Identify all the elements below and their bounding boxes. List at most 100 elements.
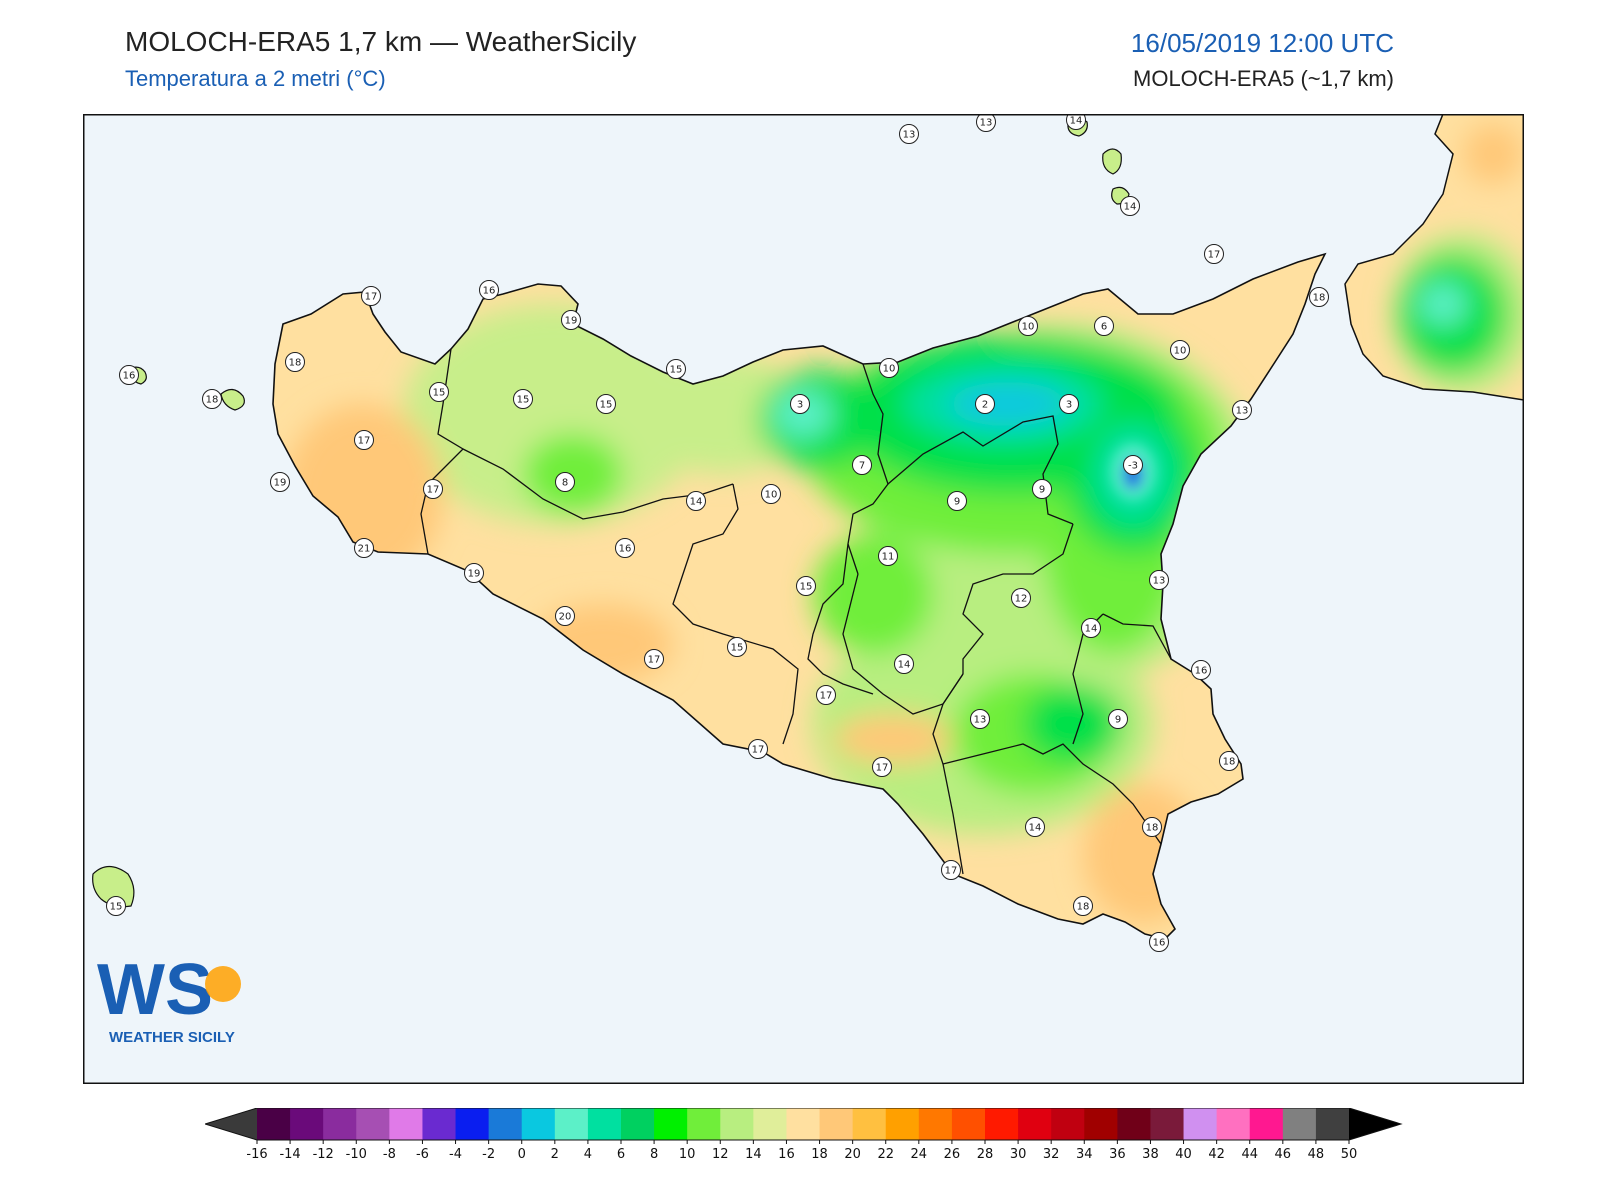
logo-letters: WS bbox=[97, 950, 213, 1030]
map-title: MOLOCH-ERA5 1,7 km — WeatherSicily bbox=[125, 26, 637, 57]
station-label: 15 bbox=[517, 395, 530, 406]
station-value: 16 bbox=[1149, 932, 1169, 952]
colorbar-tick-label: 0 bbox=[518, 1147, 526, 1162]
colorbar-cell bbox=[654, 1108, 688, 1140]
colorbar-cell bbox=[819, 1108, 854, 1140]
station-value: 15 bbox=[666, 359, 686, 379]
station-label: 18 bbox=[1313, 293, 1326, 304]
station-value: 13 bbox=[899, 124, 919, 144]
station-label: 17 bbox=[945, 866, 958, 877]
colorbar-cell bbox=[1282, 1108, 1317, 1140]
colorbar-tick-label: -2 bbox=[482, 1147, 495, 1162]
station-label: 19 bbox=[274, 478, 287, 489]
colorbar-tick-label: 26 bbox=[944, 1147, 961, 1162]
station-label: 17 bbox=[1208, 250, 1221, 261]
colorbar-tick-label: -12 bbox=[313, 1147, 334, 1162]
station-value: 10 bbox=[1018, 316, 1038, 336]
station-label: 21 bbox=[358, 544, 371, 555]
colorbar-tick-label: -10 bbox=[346, 1147, 367, 1162]
station-value: 16 bbox=[119, 365, 139, 385]
colorbar-cell bbox=[488, 1108, 523, 1140]
station-value: 17 bbox=[354, 430, 374, 450]
station-label: 19 bbox=[468, 569, 481, 580]
station-value: 13 bbox=[976, 114, 996, 132]
station-label: 13 bbox=[980, 118, 993, 129]
station-label: 13 bbox=[1153, 576, 1166, 587]
colorbar-tick-label: -16 bbox=[246, 1147, 267, 1162]
station-value: 15 bbox=[727, 637, 747, 657]
colorbar-cell bbox=[1117, 1108, 1152, 1140]
station-label: 13 bbox=[974, 715, 987, 726]
colorbar-cells bbox=[205, 1108, 1403, 1141]
station-label: 14 bbox=[1029, 823, 1042, 834]
station-label: 9 bbox=[954, 497, 960, 508]
weather-sicily-logo: WS WEATHER SICILY bbox=[97, 950, 241, 1046]
temperature-colorbar: -16 -14 -12 -10 -8 -6 -4 -2 0 2 4 6 8 10 12 14 16 18 20 22 2… bbox=[205, 1108, 1403, 1162]
station-label: 16 bbox=[123, 371, 136, 382]
colorbar-cell bbox=[852, 1108, 887, 1140]
colorbar-cell bbox=[587, 1108, 622, 1140]
station-value: 10 bbox=[1170, 340, 1190, 360]
colorbar-cell bbox=[323, 1108, 357, 1140]
colorbar-tick-label: 18 bbox=[811, 1147, 828, 1162]
colorbar-cell bbox=[1051, 1108, 1085, 1140]
station-value: 13 bbox=[970, 709, 990, 729]
colorbar-under-arrow bbox=[205, 1108, 257, 1140]
colorbar-cell bbox=[356, 1108, 390, 1140]
station-label: 14 bbox=[690, 497, 703, 508]
station-label: 15 bbox=[600, 400, 613, 411]
station-value: 17 bbox=[941, 860, 961, 880]
station-value: 17 bbox=[748, 739, 768, 759]
colorbar-cell bbox=[951, 1108, 986, 1140]
station-value: 11 bbox=[878, 546, 898, 566]
station-label: 8 bbox=[562, 478, 568, 489]
colorbar-tick-label: 6 bbox=[617, 1147, 625, 1162]
colorbar-tick-label: 22 bbox=[877, 1147, 894, 1162]
station-label: 15 bbox=[110, 902, 123, 913]
colorbar-tick-label: 30 bbox=[1010, 1147, 1027, 1162]
colorbar-tick-label: 14 bbox=[745, 1147, 762, 1162]
station-value: 13 bbox=[1149, 570, 1169, 590]
station-label: 18 bbox=[206, 395, 219, 406]
station-label: 18 bbox=[1223, 757, 1236, 768]
sun-icon bbox=[205, 966, 241, 1002]
colorbar-tick-label: 36 bbox=[1109, 1147, 1126, 1162]
colorbar-tick-label: -8 bbox=[383, 1147, 396, 1162]
station-label: 17 bbox=[648, 655, 661, 666]
station-label: 19 bbox=[565, 316, 578, 327]
station-label: 17 bbox=[427, 485, 440, 496]
station-value: 14 bbox=[686, 491, 706, 511]
station-value: 17 bbox=[1204, 244, 1224, 264]
colorbar-cell bbox=[521, 1108, 556, 1140]
station-value: 20 bbox=[555, 606, 575, 626]
station-label: 10 bbox=[765, 490, 778, 501]
station-label: 14 bbox=[1085, 624, 1098, 635]
station-label: 10 bbox=[883, 364, 896, 375]
colorbar-tick-label: 24 bbox=[911, 1147, 928, 1162]
station-label: 15 bbox=[800, 582, 813, 593]
station-label: 16 bbox=[483, 286, 496, 297]
station-value: 19 bbox=[561, 310, 581, 330]
colorbar-cell bbox=[753, 1108, 788, 1140]
colorbar-tick-label: 16 bbox=[778, 1147, 795, 1162]
temperature-map: 13 13 14 14 17 18 17 16 19 16 18 18 15 15 15 15 10 10 6 10 3… bbox=[83, 114, 1524, 1084]
station-label: 3 bbox=[797, 400, 803, 411]
valid-datetime: 16/05/2019 12:00 UTC bbox=[1130, 28, 1394, 58]
map-frame bbox=[83, 114, 1524, 1084]
station-value: 6 bbox=[1094, 316, 1114, 336]
station-label: 17 bbox=[358, 436, 371, 447]
colorbar-cell bbox=[554, 1108, 589, 1140]
station-value: 10 bbox=[879, 358, 899, 378]
station-label: 10 bbox=[1174, 346, 1187, 357]
station-label: 15 bbox=[433, 388, 446, 399]
colorbar-cell bbox=[985, 1108, 1019, 1140]
station-label: 15 bbox=[731, 643, 744, 654]
station-value: 9 bbox=[947, 491, 967, 511]
station-value: 13 bbox=[1232, 400, 1252, 420]
colorbar-cell bbox=[687, 1108, 721, 1140]
colorbar-cell bbox=[1315, 1108, 1350, 1140]
station-label: 14 bbox=[1070, 116, 1083, 127]
station-label: 13 bbox=[1236, 406, 1249, 417]
colorbar-tick-label: 32 bbox=[1043, 1147, 1060, 1162]
colorbar-cell bbox=[290, 1108, 324, 1140]
